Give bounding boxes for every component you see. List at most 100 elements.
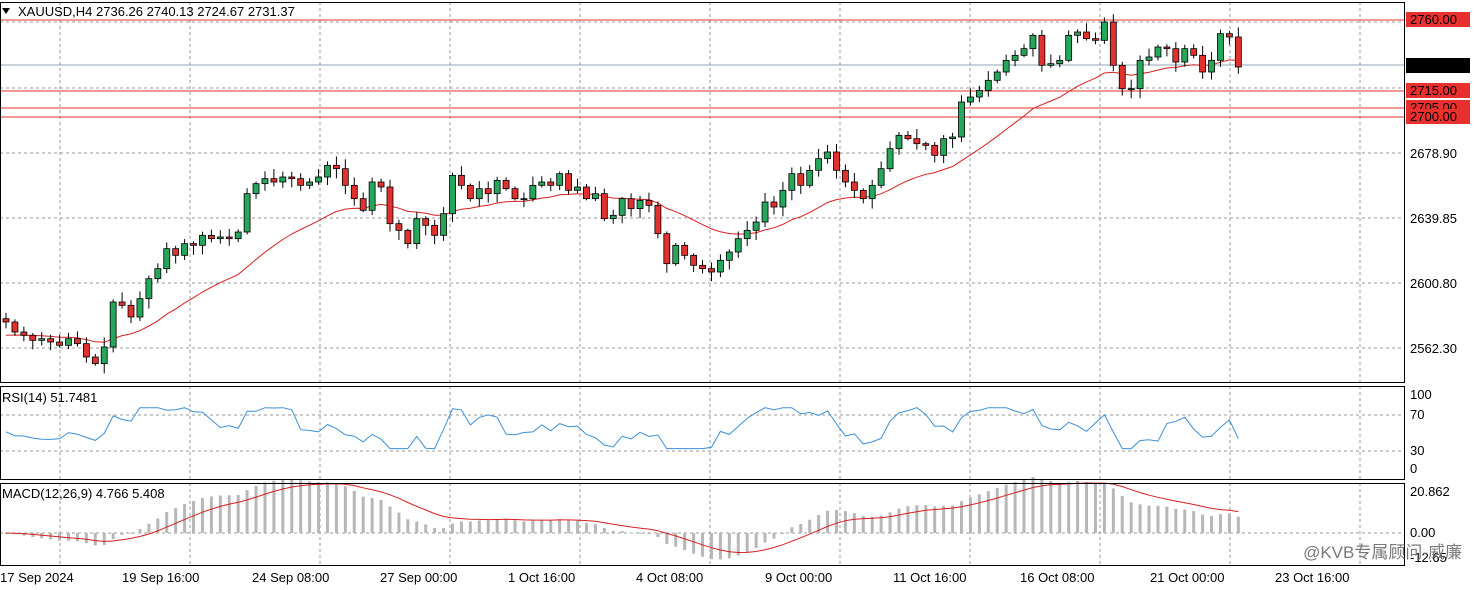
macd-bar [977, 494, 981, 533]
candles [2, 14, 1242, 374]
candle-bear [431, 224, 439, 236]
macd-bar [317, 482, 321, 533]
time-label: 1 Oct 16:00 [508, 570, 575, 585]
candle-bear [484, 188, 492, 195]
macd-bar [1147, 505, 1151, 533]
candle-bull [216, 236, 224, 240]
macd-bar [22, 533, 26, 536]
candle-bull [618, 198, 626, 216]
macd-bar [1067, 481, 1071, 533]
level-badge [1406, 83, 1470, 98]
macd-bar [656, 533, 660, 538]
macd-bar [986, 491, 990, 533]
candle-bull [1020, 48, 1028, 56]
macd-bar [1227, 513, 1231, 533]
macd-bar [84, 533, 88, 544]
macd-tick: 20.862 [1410, 484, 1450, 499]
macd-bar [834, 510, 838, 533]
candle-bear [583, 186, 590, 200]
candle-bull [672, 244, 680, 265]
candle-bear [288, 176, 296, 180]
macd-bar [736, 533, 740, 556]
time-label: 17 Sep 2024 [0, 570, 74, 585]
candle-bull [449, 174, 456, 215]
macd-bar [1111, 488, 1115, 533]
candle-bear [118, 301, 126, 306]
macd-bar [1031, 476, 1035, 533]
macd-bar [709, 533, 713, 560]
candle-bull [1011, 54, 1019, 61]
macd-bar [352, 491, 356, 533]
macd-bar [379, 500, 383, 533]
candle-bull [1065, 34, 1073, 61]
candle-bull [806, 169, 814, 186]
symbol-header: XAUUSD,H4 2736.26 2740.13 2724.67 2731.3… [18, 4, 295, 19]
price-tick: 2562.30 [1410, 341, 1457, 356]
candle-bear [91, 356, 99, 365]
macd-bar [674, 533, 678, 547]
candle-bear [850, 181, 858, 191]
macd-bar [290, 479, 294, 533]
macd-bar [781, 533, 785, 534]
candle-bear [511, 188, 519, 200]
candle-bull [636, 199, 644, 210]
panel-frame [0, 2, 1405, 383]
candle-bear [1199, 54, 1207, 73]
candle-bear [207, 234, 215, 240]
candle-bear [654, 204, 662, 235]
candle-bear [466, 184, 474, 200]
macd-bar [772, 533, 776, 539]
macd-bar [308, 481, 312, 533]
macd-bar [93, 533, 97, 546]
macd-bar [200, 498, 204, 533]
panel-frame [0, 386, 1405, 480]
macd-bar [1138, 504, 1142, 533]
candle-bear [913, 138, 921, 145]
macd-bar [451, 523, 454, 533]
grid [0, 2, 1404, 565]
candle-bull [868, 184, 876, 200]
macd-bar [888, 512, 892, 533]
candle-bear [1163, 46, 1171, 50]
macd-bar [245, 490, 249, 533]
macd-bar [799, 524, 803, 533]
macd-bar [1201, 514, 1205, 533]
candle-bear [172, 248, 180, 256]
price-tick: 2600.80 [1410, 276, 1457, 291]
time-label: 9 Oct 00:00 [765, 570, 832, 585]
panel-frame [0, 483, 1405, 566]
candle-bull [1181, 48, 1189, 63]
macd-bar [388, 506, 392, 533]
macd-bar [1058, 482, 1062, 533]
candle-bull [1136, 59, 1144, 90]
macd-bar [174, 508, 178, 533]
macd-bar [522, 521, 526, 533]
candle-bear [333, 164, 340, 170]
candle-bear [1109, 21, 1117, 66]
macd-bar [1210, 516, 1214, 533]
candle-bull [752, 221, 760, 231]
macd-bar [576, 520, 580, 533]
macd-bar [343, 486, 347, 533]
candle-bear [1190, 48, 1198, 56]
candle-bear [645, 199, 653, 206]
macd-bar [942, 505, 946, 533]
candle-bull [815, 158, 823, 171]
candle-bull [1074, 31, 1081, 36]
watermark-text: @KVB专属顾问-威廉 [1303, 543, 1462, 562]
macd-bar [111, 533, 115, 540]
candle-bull [1100, 21, 1108, 41]
macd-bar [236, 494, 240, 533]
candle-bear [404, 229, 412, 245]
macd-bar [861, 515, 865, 533]
macd-bar [647, 533, 651, 534]
macd-bar [120, 533, 124, 535]
candle-bull [975, 89, 983, 98]
macd-bar [906, 506, 910, 533]
macd-bar [951, 505, 955, 533]
macd-bar [370, 497, 374, 533]
candle-bear [1092, 38, 1099, 41]
macd-bar [683, 533, 687, 551]
